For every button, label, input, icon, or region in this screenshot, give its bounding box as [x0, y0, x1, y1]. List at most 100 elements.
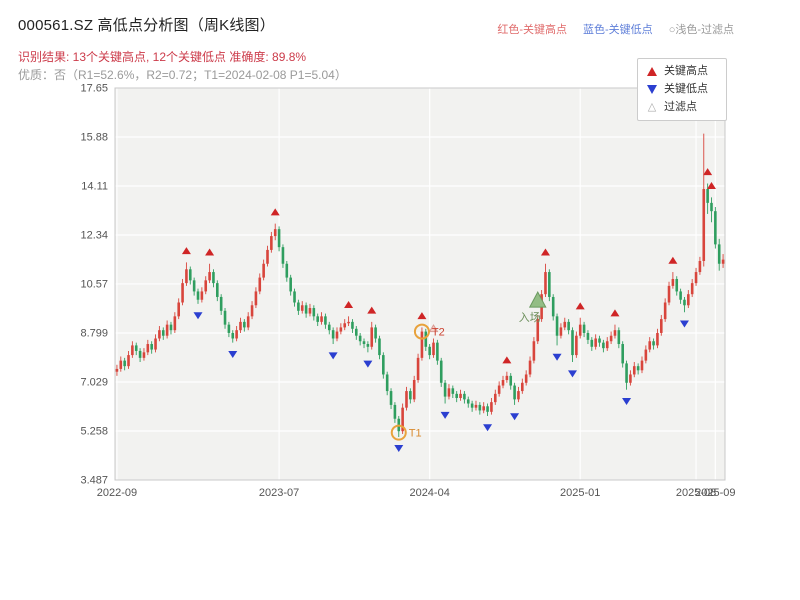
legend-filtered-label: ○浅色-过滤点 [668, 24, 734, 36]
key-high-triangle-icon [647, 67, 657, 76]
candle-body [683, 299, 686, 306]
key-low-marker [510, 413, 520, 421]
entry-marker [528, 291, 547, 308]
candle-body [219, 296, 223, 311]
legend-box-key-low-label: 关键低点 [664, 83, 708, 95]
candle-body [262, 263, 265, 278]
candle-body [694, 272, 698, 284]
candle-body [509, 375, 513, 386]
candle-body [690, 283, 694, 295]
candle-body [142, 352, 146, 358]
candle-body [134, 345, 138, 351]
candle-body [714, 211, 717, 245]
candle-body [524, 374, 528, 383]
candle-body [146, 344, 150, 353]
candle-body [246, 316, 250, 328]
candle-body [389, 391, 393, 405]
candle-body [405, 391, 408, 408]
candle-body [409, 391, 412, 400]
key-high-marker [181, 247, 191, 255]
candle-body [150, 344, 153, 350]
candle-body [721, 259, 725, 264]
candle-body [575, 335, 578, 356]
candle-body [270, 236, 273, 250]
candle-body [625, 363, 628, 383]
candle-body [204, 280, 208, 292]
candle-body [609, 335, 613, 342]
candle-body [420, 331, 424, 358]
legend-row-filtered: △ 过滤点 [647, 102, 717, 113]
candle-body [165, 324, 169, 336]
x-tick-label: 2025-01 [560, 487, 600, 499]
candle-body [671, 278, 675, 286]
key-low-marker [552, 353, 562, 361]
chart-legend-box: 关键高点 关键低点 △ 过滤点 [637, 58, 727, 121]
key-high-marker [270, 208, 280, 216]
x-tick-label: 2025-08 [676, 487, 716, 499]
candle-body [378, 338, 381, 356]
key-low-marker [568, 370, 577, 378]
key-high-marker [367, 306, 377, 314]
candle-body [401, 407, 404, 432]
key-low-marker [394, 445, 404, 453]
candle-body [119, 360, 123, 369]
candle-body [656, 332, 659, 346]
x-tick-label: 2025-09 [695, 487, 735, 499]
candle-body [320, 316, 323, 322]
candle-body [667, 285, 671, 303]
candle-body [493, 393, 497, 403]
key-high-marker [417, 312, 427, 320]
candle-body [439, 360, 443, 383]
plot-frame [114, 87, 726, 481]
key-low-marker [679, 320, 689, 328]
candle-body [528, 360, 532, 375]
candle-body [478, 404, 482, 411]
candle-body [590, 339, 594, 347]
x-tick-label: 2022-09 [97, 487, 137, 499]
candle-body [351, 321, 354, 329]
key-low-marker [193, 312, 203, 320]
key-low-triangle-icon [647, 85, 657, 94]
candle-body [324, 316, 327, 325]
key-low-marker [228, 350, 238, 358]
legend-row-key-high: 关键高点 [647, 66, 717, 77]
candle-body [327, 324, 331, 331]
candle-body [235, 330, 238, 339]
candle-body [335, 331, 339, 339]
t2-circle [413, 323, 430, 340]
key-low-marker [328, 352, 338, 360]
candle-body [385, 374, 389, 392]
key-low-marker [483, 424, 493, 432]
candle-body [200, 291, 204, 300]
candle-body [548, 272, 551, 297]
candle-body [266, 249, 269, 264]
candle-body [181, 283, 184, 303]
candle-body [285, 263, 289, 278]
key-high-marker [610, 309, 620, 317]
candle-body [501, 380, 505, 386]
candle-body [169, 324, 173, 331]
candle-body [196, 291, 200, 300]
filtered-point-marker [428, 324, 439, 333]
candle-body [474, 404, 478, 408]
candle-body [177, 302, 181, 317]
candle-body [227, 324, 231, 333]
candle-body [632, 366, 636, 375]
candle-body [571, 330, 574, 356]
key-high-marker [706, 182, 716, 190]
candle-body [521, 382, 524, 392]
y-tick-label: 14.11 [81, 180, 108, 192]
candle-body [598, 338, 601, 343]
candle-body [702, 189, 706, 261]
recognition-result-line: 识别结果: 13个关键高点, 12个关键低点 准确度: 89.8% [18, 50, 307, 64]
candle-body [482, 406, 486, 411]
candle-body [451, 388, 455, 394]
y-tick-label: 10.57 [80, 278, 108, 290]
candle-body [698, 260, 702, 273]
candle-body [154, 338, 157, 350]
candle-body [648, 341, 652, 350]
candle-body [532, 341, 536, 361]
candle-body [188, 269, 192, 281]
candle-body [158, 330, 161, 339]
candle-body [636, 366, 640, 371]
